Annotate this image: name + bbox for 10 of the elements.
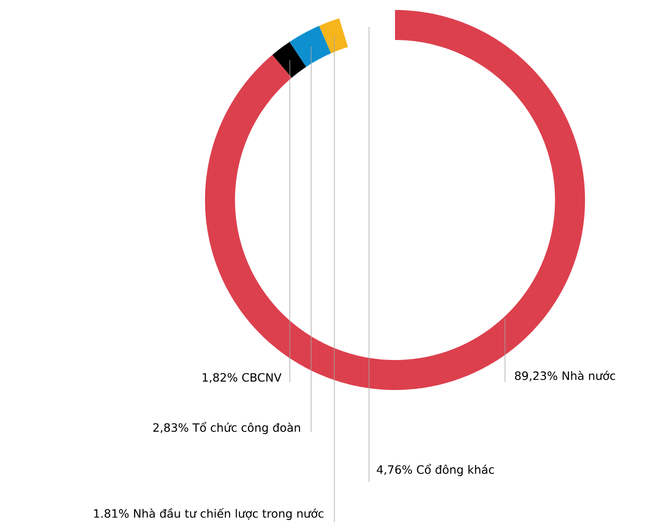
slice-label: Nhà đầu tư chiến lược trong nước xyxy=(134,508,324,520)
slice-label: Cổ đông khác xyxy=(416,464,494,476)
data-label: 2,83% xyxy=(153,423,188,434)
slice-label: Tổ chức công đoàn xyxy=(192,422,300,434)
data-label: 4,76% xyxy=(376,465,412,476)
data-label: 1,82% xyxy=(202,373,238,383)
slice-label: CBCNV xyxy=(242,373,282,382)
data-label: 1.81% xyxy=(94,509,129,518)
data-label: 89,23% xyxy=(514,371,558,382)
slice-label: Nhà nước xyxy=(562,370,616,380)
